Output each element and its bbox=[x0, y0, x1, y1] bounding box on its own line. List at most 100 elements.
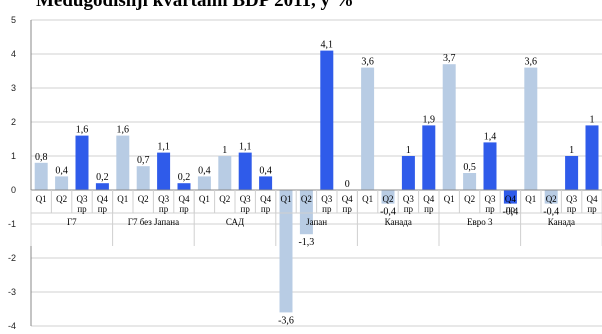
x-tick-label: Q2 bbox=[219, 194, 230, 204]
data-label: 3,6 bbox=[525, 57, 538, 68]
x-tick-label: Q3 bbox=[77, 194, 88, 204]
bar bbox=[75, 135, 89, 190]
y-tick-label: -2 bbox=[8, 253, 16, 263]
x-tick-label: Q1 bbox=[281, 194, 292, 204]
x-tick-label: Q2 bbox=[138, 194, 149, 204]
bar bbox=[34, 162, 48, 190]
group-label: Јапан bbox=[306, 217, 327, 227]
data-label: -0,4 bbox=[543, 207, 559, 218]
data-label: 0,5 bbox=[463, 162, 476, 173]
data-label: 1,6 bbox=[76, 125, 89, 136]
x-tick-label: Q1 bbox=[199, 194, 210, 204]
group-label: Г7 bbox=[67, 217, 77, 227]
data-label: -1,3 bbox=[298, 237, 314, 248]
x-tick-sublabel: пр bbox=[261, 204, 271, 214]
data-label: 1,1 bbox=[239, 142, 252, 153]
bar bbox=[544, 190, 558, 204]
y-tick-label: 1 bbox=[11, 151, 16, 161]
data-label: 0,2 bbox=[178, 172, 191, 183]
data-label: 4,1 bbox=[321, 40, 334, 51]
data-label: 0,2 bbox=[96, 172, 109, 183]
x-tick-label: Q1 bbox=[117, 194, 128, 204]
bar bbox=[422, 125, 436, 190]
y-tick-label: 5 bbox=[11, 15, 16, 25]
x-tick-label: Q3 bbox=[566, 194, 577, 204]
bar bbox=[320, 50, 334, 190]
x-tick-sublabel: пр bbox=[506, 204, 516, 214]
data-label: 0,8 bbox=[35, 152, 48, 163]
x-tick-label: Q2 bbox=[301, 194, 312, 204]
x-tick-label: Q4 bbox=[423, 194, 434, 204]
bar bbox=[259, 176, 273, 190]
bar bbox=[116, 135, 130, 190]
data-label: 0 bbox=[345, 179, 350, 190]
y-tick-label: -3 bbox=[8, 287, 16, 297]
x-tick-sublabel: пр bbox=[322, 204, 332, 214]
data-label: -3,6 bbox=[278, 315, 294, 326]
y-tick-label: -1 bbox=[8, 219, 16, 229]
group-label: Г7 без Јапана bbox=[128, 217, 179, 227]
x-tick-label: Q2 bbox=[383, 194, 394, 204]
data-label: 0,4 bbox=[198, 165, 211, 176]
group-label: Канада bbox=[548, 217, 575, 227]
x-tick-sublabel: пр bbox=[424, 204, 434, 214]
data-label: 3,7 bbox=[443, 53, 456, 64]
x-tick-sublabel: пр bbox=[179, 204, 189, 214]
data-label: 1 bbox=[406, 145, 411, 156]
x-tick-sublabel: пр bbox=[485, 204, 495, 214]
bar bbox=[361, 67, 375, 190]
bar bbox=[55, 176, 69, 190]
bar bbox=[299, 190, 313, 235]
data-label: 1 bbox=[222, 145, 227, 156]
x-tick-label: Q2 bbox=[546, 194, 557, 204]
bar bbox=[524, 67, 538, 190]
bar bbox=[197, 176, 211, 190]
data-label: 1,4 bbox=[484, 131, 497, 142]
x-tick-label: Q1 bbox=[444, 194, 455, 204]
data-label: 0,4 bbox=[55, 165, 68, 176]
bar bbox=[218, 156, 232, 190]
chart-title: Međugodišnji kvartalni BDP 2011, y % bbox=[36, 0, 354, 11]
data-label: 0,7 bbox=[137, 155, 150, 166]
x-tick-label: Q3 bbox=[403, 194, 414, 204]
data-label: 1,9 bbox=[423, 114, 436, 125]
data-label: 3,6 bbox=[361, 57, 374, 68]
x-tick-label: Q4 bbox=[505, 194, 516, 204]
data-label: -0,4 bbox=[502, 207, 518, 218]
bar bbox=[157, 152, 171, 190]
bar bbox=[463, 173, 477, 190]
x-tick-label: Q3 bbox=[158, 194, 169, 204]
x-tick-sublabel: пр bbox=[404, 204, 414, 214]
data-label: 1 bbox=[569, 145, 574, 156]
bar bbox=[95, 183, 109, 190]
y-tick-label: 0 bbox=[11, 185, 16, 195]
bar bbox=[483, 142, 497, 190]
group-label: САД bbox=[226, 217, 244, 227]
data-labels: 0,8 0,4 1,6 0,2 1,6 0,7 1,1 0,2 0,4 1 1,1 0,4 -3,6 -1… bbox=[35, 40, 595, 327]
x-tick-sublabel: пр bbox=[567, 204, 577, 214]
y-tick-label: 3 bbox=[11, 83, 16, 93]
bar bbox=[565, 156, 579, 190]
x-tick-label: Q4 bbox=[97, 194, 108, 204]
y-tick-label: 4 bbox=[11, 49, 16, 59]
bar bbox=[177, 183, 191, 190]
data-label: 0,4 bbox=[259, 165, 272, 176]
x-tick-label: Q1 bbox=[525, 194, 536, 204]
bar bbox=[503, 190, 517, 204]
bar bbox=[381, 190, 395, 204]
group-label: Евро 3 bbox=[467, 217, 493, 227]
bar bbox=[585, 125, 599, 190]
y-tick-label: -4 bbox=[8, 321, 16, 331]
x-tick-label: Q1 bbox=[362, 194, 373, 204]
x-tick-sublabel: пр bbox=[587, 204, 597, 214]
x-tick-label: Q2 bbox=[56, 194, 67, 204]
x-tick-sublabel: пр bbox=[98, 204, 108, 214]
x-tick-sublabel: пр bbox=[241, 204, 251, 214]
bar bbox=[238, 152, 252, 190]
bars bbox=[34, 50, 599, 313]
x-tick-sublabel: пр bbox=[159, 204, 169, 214]
x-tick-label: Q4 bbox=[260, 194, 271, 204]
y-tick-label: 2 bbox=[11, 117, 16, 127]
